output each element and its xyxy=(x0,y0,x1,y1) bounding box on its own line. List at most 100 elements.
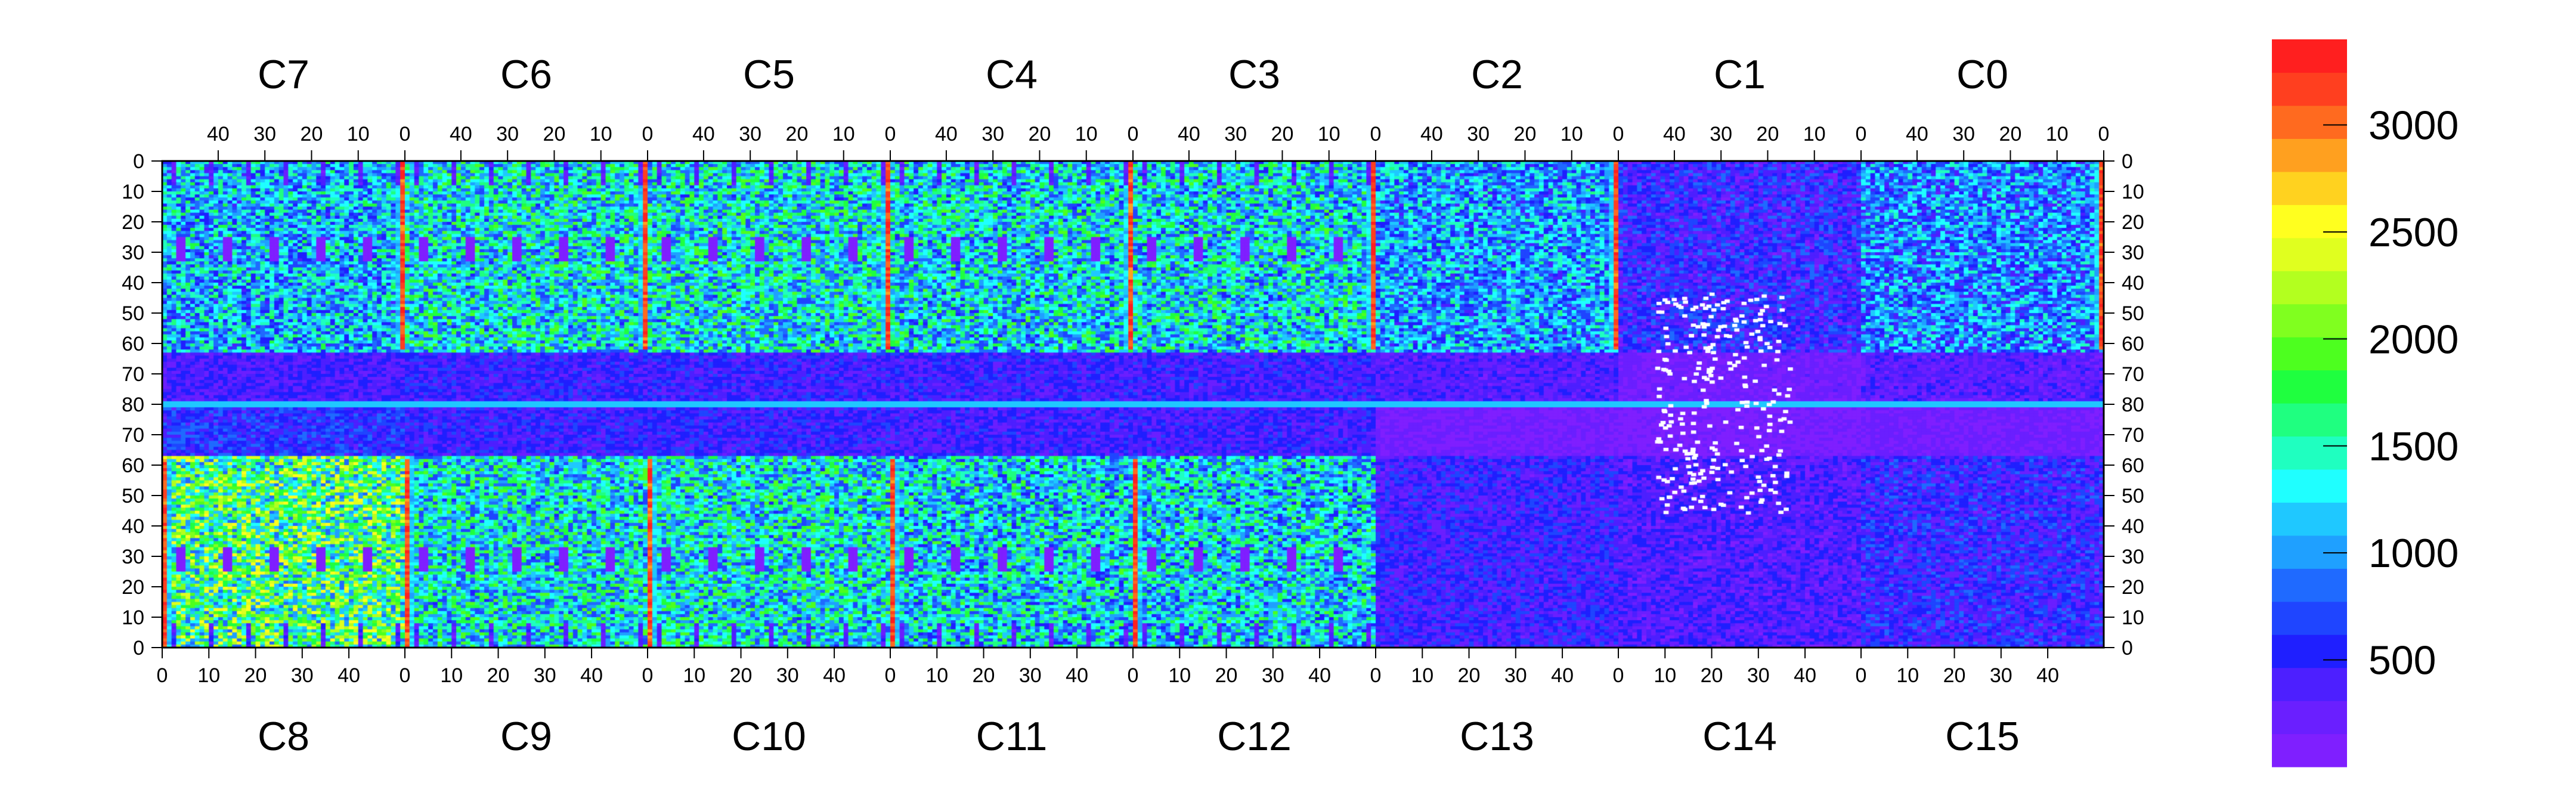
right-y-tick-label: 40 xyxy=(2122,272,2144,295)
right-y-tick-label: 0 xyxy=(2122,637,2133,660)
top-x-tick-label: 0 xyxy=(1128,123,1139,145)
top-x-tick-label: 40 xyxy=(692,123,715,145)
top-x-tick-label: 0 xyxy=(642,123,654,145)
top-x-tick-label: 40 xyxy=(1906,123,1928,145)
bottom-x-tick-label: 0 xyxy=(1613,664,1624,687)
bottom-x-tick-label: 0 xyxy=(1128,664,1139,687)
colorbar-segment xyxy=(2272,171,2347,205)
right-y-tick-label: 20 xyxy=(2122,211,2144,234)
colorbar: 500 1000 1500 2000 2500 3000 xyxy=(2272,39,2459,767)
bottom-x-tick-label: 20 xyxy=(730,664,753,687)
bottom-x-tick-label: 10 xyxy=(1411,664,1433,687)
left-y-tick-label: 30 xyxy=(122,242,144,264)
bottom-chip-label: C9 xyxy=(500,714,552,759)
top-x-tick-label: 0 xyxy=(2098,123,2110,145)
top-x-tick-label: 10 xyxy=(832,123,855,145)
heatmap-cells xyxy=(162,161,2104,648)
colorbar-segment xyxy=(2272,634,2347,668)
colorbar-segment xyxy=(2272,701,2347,735)
bottom-chip-label: C8 xyxy=(258,714,309,759)
bottom-chip-label: C13 xyxy=(1460,714,1534,759)
bottom-x-tick-label: 40 xyxy=(2036,664,2059,687)
bottom-x-tick-label: 30 xyxy=(1747,664,1770,687)
bottom-chip-label: C11 xyxy=(976,714,1048,759)
colorbar-segment xyxy=(2272,370,2347,404)
bottom-x-tick-label: 30 xyxy=(1504,664,1527,687)
top-chip-label: C0 xyxy=(1956,52,2008,97)
colorbar-segment xyxy=(2272,733,2347,767)
bottom-x-tick-label: 20 xyxy=(487,664,510,687)
top-x-tick-label: 40 xyxy=(450,123,472,145)
colorbar-segment xyxy=(2272,105,2347,139)
left-y-tick-label: 60 xyxy=(122,333,144,355)
bottom-chip-label: C10 xyxy=(732,714,806,759)
heatmap-image xyxy=(162,161,2104,648)
bottom-x-tick-label: 40 xyxy=(580,664,603,687)
top-x-tick-label: 20 xyxy=(301,123,323,145)
colorbar-tick-label: 2500 xyxy=(2368,210,2459,255)
bottom-x-tick-label: 30 xyxy=(776,664,799,687)
colorbar-segment xyxy=(2272,304,2347,338)
bottom-x-tick-label: 20 xyxy=(1701,664,1723,687)
bottom-x-tick-label: 0 xyxy=(157,664,168,687)
bottom-x-tick-label: 20 xyxy=(244,664,267,687)
top-x-tick-label: 30 xyxy=(739,123,761,145)
top-x-tick-label: 30 xyxy=(982,123,1004,145)
left-y-tick-label: 0 xyxy=(133,637,144,660)
bottom-x-tick-label: 30 xyxy=(1990,664,2012,687)
top-chip-label: C6 xyxy=(500,52,552,97)
top-x-tick-label: 40 xyxy=(207,123,230,145)
left-y-tick-label: 70 xyxy=(122,424,144,447)
left-y-tick-label: 70 xyxy=(122,363,144,386)
top-x-tick-label: 10 xyxy=(1561,123,1583,145)
bottom-x-tick-label: 40 xyxy=(1066,664,1088,687)
colorbar-segment xyxy=(2272,39,2347,73)
axes: 40 30 20 10 0 40 30 20 10 0 40 30 20 10 0 40 30 20 10 0 40 30… xyxy=(122,123,2144,687)
colorbar-segment xyxy=(2272,403,2347,437)
bottom-x-tick-label: 20 xyxy=(1215,664,1238,687)
left-y-tick-label: 40 xyxy=(122,272,144,295)
right-y-tick-label: 70 xyxy=(2122,363,2144,386)
top-x-tick-label: 20 xyxy=(786,123,809,145)
top-chip-label: C5 xyxy=(743,52,795,97)
top-x-tick-label: 20 xyxy=(1999,123,2022,145)
top-x-tick-label: 20 xyxy=(543,123,566,145)
right-y-tick-label: 50 xyxy=(2122,302,2144,325)
colorbar-segment xyxy=(2272,535,2347,569)
bottom-x-tick-label: 30 xyxy=(534,664,556,687)
colorbar-segment xyxy=(2272,138,2347,172)
bottom-x-tick-label: 40 xyxy=(1308,664,1331,687)
top-x-tick-label: 0 xyxy=(1613,123,1624,145)
colorbar-segment xyxy=(2272,337,2347,371)
top-chip-label: C1 xyxy=(1714,52,1766,97)
bottom-x-tick-label: 20 xyxy=(1458,664,1481,687)
colorbar-segment xyxy=(2272,237,2347,271)
bottom-x-tick-label: 0 xyxy=(400,664,411,687)
left-y-tick-label: 10 xyxy=(122,606,144,629)
right-y-tick-label: 50 xyxy=(2122,485,2144,507)
bottom-x-tick-label: 30 xyxy=(291,664,314,687)
colorbar-segment xyxy=(2272,601,2347,635)
top-x-tick-label: 30 xyxy=(253,123,276,145)
left-y-tick-label: 10 xyxy=(122,181,144,203)
top-x-tick-label: 10 xyxy=(1318,123,1340,145)
right-y-tick-label: 70 xyxy=(2122,424,2144,447)
right-y-tick-label: 30 xyxy=(2122,242,2144,264)
right-y-tick-label: 0 xyxy=(2122,150,2133,173)
bottom-x-tick-label: 40 xyxy=(338,664,360,687)
left-y-tick-label: 60 xyxy=(122,454,144,477)
left-y-tick-label: 50 xyxy=(122,302,144,325)
bottom-x-tick-label: 30 xyxy=(1262,664,1284,687)
colorbar-segment xyxy=(2272,502,2347,536)
top-x-tick-label: 20 xyxy=(1514,123,1537,145)
top-x-tick-label: 10 xyxy=(2046,123,2069,145)
colorbar-tick-label: 1500 xyxy=(2368,424,2459,469)
bottom-x-tick-label: 10 xyxy=(1168,664,1191,687)
right-y-tick-label: 60 xyxy=(2122,454,2144,477)
bottom-x-tick-label: 0 xyxy=(885,664,896,687)
bottom-x-tick-label: 20 xyxy=(973,664,995,687)
top-x-tick-label: 30 xyxy=(1710,123,1732,145)
left-y-tick-label: 50 xyxy=(122,485,144,507)
